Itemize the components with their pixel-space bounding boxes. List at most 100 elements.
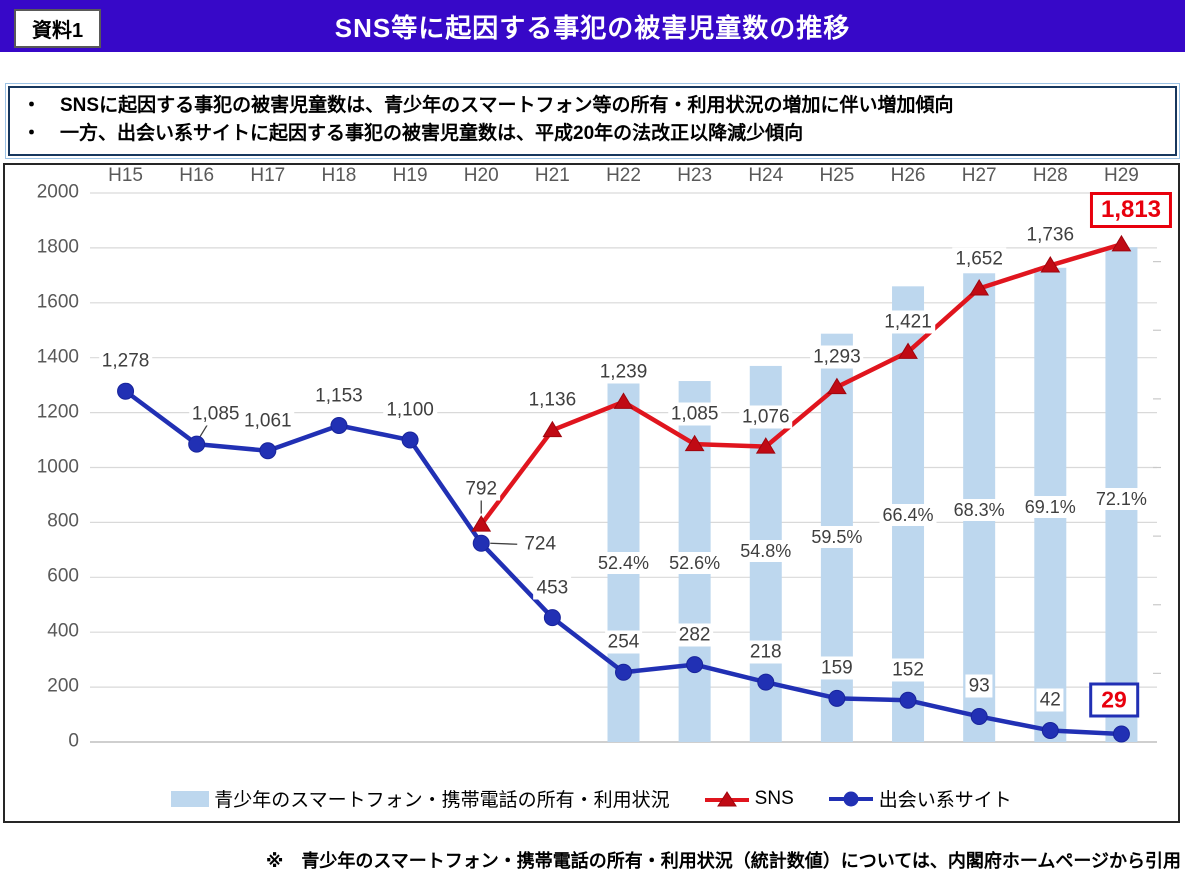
sns-marker — [613, 392, 634, 409]
deai-marker — [899, 691, 917, 709]
x-axis-label-H24: H24 — [748, 165, 784, 186]
deai-marker — [259, 442, 277, 460]
deai-marker — [117, 382, 135, 400]
sns-marker — [969, 279, 990, 296]
sns-marker — [542, 420, 563, 438]
deai-leader — [199, 423, 209, 438]
deai-marker — [686, 656, 704, 674]
sns-value-H23: 1,085 — [667, 402, 722, 426]
legend-label-smartphone: 青少年のスマートフォン・携帯電話の所有・利用状況 — [214, 790, 670, 811]
summary-bullet-2: ・ 一方、出会い系サイトに起因する事犯の被害児童数は、平成20年の法改正以降減少… — [22, 123, 804, 144]
deai-leader — [490, 542, 518, 545]
y-axis-tick-1800: 1800 — [11, 236, 81, 259]
deai-value-H22: 254 — [604, 630, 643, 654]
deai-value-H25: 159 — [818, 656, 856, 680]
bar-percent-H26: 66.4% — [879, 504, 937, 526]
deai-marker — [472, 534, 490, 552]
x-axis-label-H20: H20 — [463, 165, 499, 186]
x-axis-label-H17: H17 — [250, 165, 286, 186]
legend-item-sns: SNS — [704, 788, 794, 810]
x-axis-label-H22: H22 — [606, 165, 641, 186]
legend-item-smartphone: 青少年のスマートフォン・携帯電話の所有・利用状況 — [171, 785, 670, 812]
summary-box-inner: ・ SNSに起因する事犯の被害児童数は、青少年のスマートフォン等の所有・利用状況… — [8, 86, 1177, 156]
bar-percent-H29: 72.1% — [1092, 488, 1150, 510]
deai-marker — [970, 707, 988, 725]
deai-value-H24: 218 — [746, 640, 785, 664]
page-title: SNS等に起因する事犯の被害児童数の推移 — [334, 12, 851, 43]
deai-marker — [615, 663, 632, 681]
deai-final-value-box: 29 — [1089, 682, 1139, 718]
bar-percent-H27: 68.3% — [950, 499, 1008, 521]
sns-value-H24: 1,076 — [738, 405, 793, 429]
sns-marker — [755, 437, 776, 454]
sns-value-H27: 1,652 — [952, 247, 1006, 271]
y-axis-tick-1200: 1200 — [11, 401, 81, 424]
x-axis-label-H16: H16 — [179, 165, 215, 186]
sns-value-H28: 1,736 — [1023, 223, 1078, 247]
sns-marker — [1111, 234, 1132, 252]
x-axis-label-H15: H15 — [108, 165, 143, 186]
y-axis-tick-1400: 1400 — [11, 346, 81, 369]
y-axis-tick-0: 0 — [11, 730, 81, 753]
x-axis-label-H23: H23 — [677, 165, 713, 186]
sns-final-value-box: 1,813 — [1089, 192, 1173, 228]
summary-bullet-1: ・ SNSに起因する事犯の被害児童数は、青少年のスマートフォン等の所有・利用状況… — [22, 95, 954, 116]
deai-marker — [757, 673, 775, 691]
sns-line — [478, 242, 1124, 527]
sns-marker — [471, 515, 492, 532]
deai-marker — [543, 609, 561, 627]
y-axis-tick-2000: 2000 — [11, 181, 81, 204]
sns-marker — [684, 434, 705, 452]
chart-legend: 青少年のスマートフォン・携帯電話の所有・利用状況 SNS 出会い系サイト — [5, 785, 1178, 812]
deai-value-H20: 724 — [521, 532, 560, 556]
bar-percent-H25: 59.5% — [808, 526, 866, 548]
sns-line-triangle-icon — [704, 790, 749, 806]
x-axis-label-H27: H27 — [961, 165, 997, 186]
legend-item-deai: 出会い系サイト — [828, 785, 1012, 812]
chart-box: 0 200 400 600 800 1000 1200 1400 1600 1800 2000 H15… — [3, 163, 1180, 823]
legend-label-sns: SNS — [754, 787, 794, 809]
x-axis-label-H26: H26 — [890, 165, 926, 186]
bar-percent-H28: 69.1% — [1021, 496, 1079, 518]
sns-marker — [1040, 255, 1061, 273]
deai-line-circle-icon — [828, 791, 873, 806]
document-tag: 資料1 — [14, 9, 102, 48]
deai-marker — [330, 417, 348, 435]
sns-value-H25: 1,293 — [810, 345, 864, 369]
deai-value-H21: 453 — [533, 576, 572, 600]
legend-label-deai: 出会い系サイト — [878, 790, 1012, 811]
deai-value-H23: 282 — [675, 623, 714, 647]
deai-marker — [1041, 721, 1059, 739]
x-axis-label-H25: H25 — [819, 165, 855, 186]
bar-percent-H23: 52.6% — [666, 552, 724, 574]
footer-note: ※ 青少年のスマートフォン・携帯電話の所有・利用状況（統計数値）については、内閣… — [265, 851, 1181, 871]
x-axis-label-H21: H21 — [534, 165, 570, 186]
sns-value-H20: 792 — [462, 477, 501, 501]
deai-value-H19: 1,100 — [383, 398, 437, 422]
sns-marker — [827, 377, 847, 395]
x-axis-label-H29: H29 — [1103, 165, 1139, 186]
y-axis-tick-1600: 1600 — [11, 291, 81, 314]
y-axis-tick-600: 600 — [11, 565, 81, 588]
deai-value-H15: 1,278 — [98, 349, 153, 373]
deai-value-H28: 42 — [1036, 688, 1064, 712]
sns-value-H26: 1,421 — [881, 310, 935, 334]
y-axis-tick-1000: 1000 — [11, 456, 81, 479]
sns-marker — [898, 342, 918, 359]
deai-value-H26: 152 — [889, 658, 927, 682]
y-axis-tick-200: 200 — [11, 675, 81, 698]
chart-canvas: 0 200 400 600 800 1000 1200 1400 1600 1800 2000 H15… — [5, 165, 1178, 821]
y-axis-tick-800: 800 — [11, 510, 81, 533]
deai-marker — [401, 431, 419, 449]
bar-percent-H22: 52.4% — [594, 552, 653, 574]
deai-value-H17: 1,061 — [241, 409, 295, 433]
y-axis-tick-400: 400 — [11, 620, 81, 643]
deai-marker — [1112, 725, 1130, 743]
deai-marker — [828, 689, 846, 707]
deai-value-H27: 93 — [965, 674, 993, 698]
summary-box: ・ SNSに起因する事犯の被害児童数は、青少年のスマートフォン等の所有・利用状況… — [5, 83, 1180, 159]
bar-swatch-icon — [171, 790, 210, 807]
x-axis-label-H18: H18 — [321, 165, 357, 186]
sns-value-H21: 1,136 — [525, 388, 580, 412]
header-bar: SNS等に起因する事犯の被害児童数の推移 — [0, 0, 1185, 52]
